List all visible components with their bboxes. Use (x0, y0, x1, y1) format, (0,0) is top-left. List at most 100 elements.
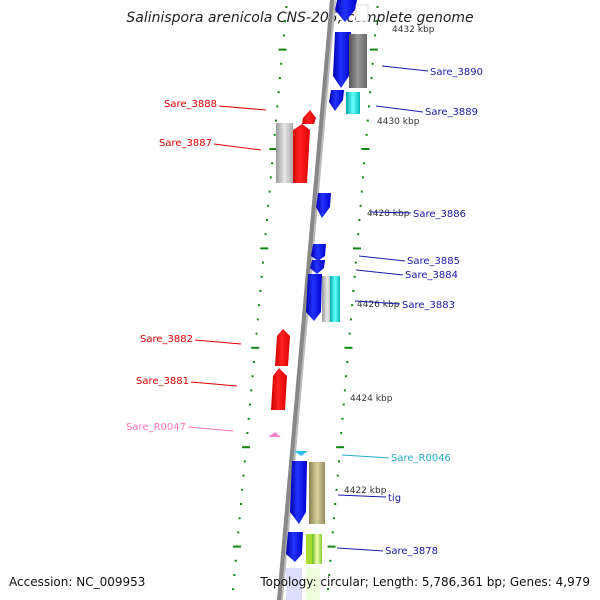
minor-tick (265, 219, 268, 221)
minor-tick (359, 204, 362, 207)
minor-tick (233, 574, 236, 576)
gene-labels: Sare_3890 Sare_3889 Sare_3888 Sare_3887 … (126, 67, 483, 557)
gene-box-faint[interactable] (286, 568, 302, 600)
minor-tick (238, 517, 241, 520)
leader-line (187, 426, 234, 432)
minor-tick (346, 361, 349, 363)
minor-tick (327, 588, 329, 591)
gene-arrow-forward[interactable] (291, 124, 310, 183)
gene-label-sare-r0047[interactable]: Sare_R0047 (126, 422, 186, 433)
minor-tick (276, 105, 279, 108)
gene-label-sare-3886[interactable]: Sare_3886 (413, 209, 466, 220)
leader-line (218, 105, 267, 111)
gene-arrow-reverse[interactable] (316, 193, 331, 218)
gene-box-khaki[interactable] (309, 462, 325, 524)
minor-tick (334, 503, 337, 505)
minor-tick (349, 318, 352, 321)
gene-box-gray[interactable] (322, 276, 332, 322)
gene-label-sare-3878[interactable]: Sare_3878 (385, 546, 438, 557)
minor-tick (363, 162, 366, 165)
leader-line (336, 547, 384, 552)
minor-tick (368, 105, 370, 108)
minor-tick (275, 119, 277, 122)
minor-tick (259, 290, 262, 292)
gene-label-tig[interactable]: tig (388, 493, 401, 504)
minor-tick (365, 133, 368, 136)
genome-summary-text: Topology: circular; Length: 5,786,361 bp… (260, 575, 590, 589)
gene-label-sare-3888[interactable]: Sare_3888 (164, 99, 217, 110)
minor-tick (282, 34, 285, 37)
minor-tick (277, 91, 280, 94)
minor-tick (256, 318, 259, 321)
minor-tick (250, 389, 253, 392)
gene-label-sare-3881[interactable]: Sare_3881 (136, 376, 189, 387)
minor-tick (284, 20, 287, 23)
gene-arrow-forward[interactable] (271, 368, 287, 410)
rrna-marker[interactable] (268, 432, 281, 437)
scale-label: 4428 kbp (367, 209, 410, 219)
minor-tick (268, 190, 271, 193)
scale-label: 4426 kbp (357, 300, 400, 310)
gene-box-gray[interactable] (276, 123, 293, 183)
gene-arrow-reverse[interactable] (333, 32, 351, 88)
minor-tick (246, 432, 249, 434)
minor-tick (337, 460, 340, 463)
minor-tick (376, 6, 379, 8)
gene-box-cyan[interactable] (330, 276, 340, 322)
minor-tick (264, 233, 267, 236)
gene-arrow-reverse[interactable] (335, 0, 357, 22)
gene-label-sare-3887[interactable]: Sare_3887 (159, 138, 212, 149)
minor-tick (328, 574, 331, 576)
gene-arrow-forward[interactable] (302, 110, 316, 124)
leader-line (337, 494, 387, 498)
gene-label-sare-3889[interactable]: Sare_3889 (425, 107, 478, 118)
gene-box-light[interactable] (355, 4, 369, 22)
leader-line (190, 381, 238, 387)
minor-tick (237, 531, 240, 534)
minor-tick (342, 403, 345, 406)
minor-tick (242, 474, 245, 477)
gene-arrow-reverse[interactable] (310, 260, 325, 274)
major-tick (251, 346, 260, 349)
scale-label: 4432 kbp (392, 25, 435, 35)
minor-tick (335, 488, 338, 491)
trna-marker[interactable] (294, 451, 308, 456)
minor-tick (341, 417, 344, 420)
minor-tick (271, 162, 274, 165)
minor-tick (362, 176, 364, 179)
minor-tick (262, 261, 264, 264)
gene-label-sare-3890[interactable]: Sare_3890 (430, 67, 483, 78)
leader-line (369, 211, 412, 214)
gene-label-sare-3885[interactable]: Sare_3885 (407, 256, 460, 267)
minor-tick (360, 190, 363, 193)
gene-box-gray[interactable] (349, 34, 367, 88)
gene-label-sare-r0046[interactable]: Sare_R0046 (391, 453, 451, 464)
gene-label-sare-3882[interactable]: Sare_3882 (140, 334, 193, 345)
minor-tick (351, 304, 354, 307)
gene-arrow-reverse[interactable] (286, 532, 303, 562)
gene-label-sare-3884[interactable]: Sare_3884 (405, 270, 458, 281)
major-tick (353, 247, 361, 250)
gene-label-sare-3883[interactable]: Sare_3883 (402, 300, 455, 311)
gene-box-green[interactable] (306, 534, 312, 564)
gene-arrow-reverse[interactable] (306, 274, 322, 321)
minor-tick (280, 62, 283, 65)
gene-box-cyan[interactable] (346, 92, 360, 114)
minor-tick (258, 304, 261, 307)
gene-arrow-reverse[interactable] (329, 90, 344, 111)
gene-leader-lines (187, 65, 429, 552)
minor-tick (232, 588, 235, 591)
minor-tick (331, 531, 334, 534)
leader-line (213, 143, 262, 151)
outer-tick-track (327, 6, 379, 591)
minor-tick (354, 261, 357, 264)
gene-arrow-forward[interactable] (275, 329, 290, 366)
gene-box-green[interactable] (312, 534, 322, 564)
minor-tick (336, 474, 339, 477)
gene-arrow-reverse[interactable] (311, 244, 326, 261)
minor-tick (249, 403, 251, 406)
gene-box-faint[interactable] (306, 568, 320, 600)
gene-arrow-reverse[interactable] (290, 461, 307, 524)
major-tick (269, 148, 278, 150)
